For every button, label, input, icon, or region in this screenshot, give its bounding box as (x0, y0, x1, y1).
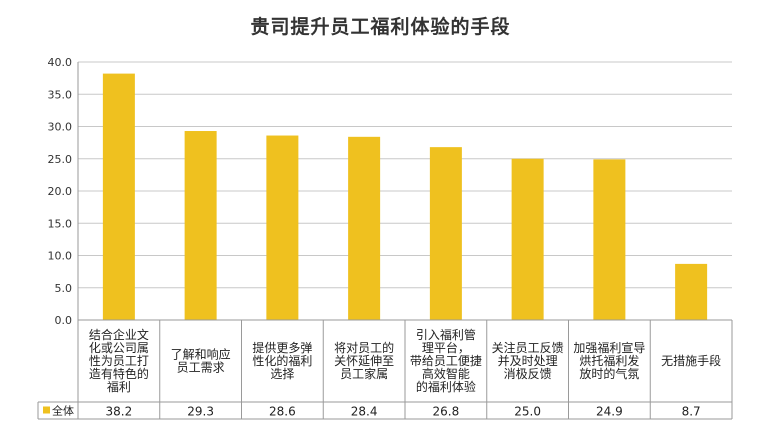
data-label: 38.2 (106, 405, 133, 419)
data-label: 24.9 (596, 405, 623, 419)
category-label: 加强福利宣导烘托福利发放时的气氛 (573, 340, 645, 381)
legend-swatch (43, 406, 50, 414)
data-label: 29.3 (187, 405, 214, 419)
bar (675, 263, 708, 320)
y-tick-label: 25.0 (48, 153, 73, 166)
y-tick-label: 40.0 (48, 56, 73, 69)
y-tick-label: 15.0 (48, 217, 73, 230)
bar (511, 158, 544, 320)
category-label: 将对员工的关怀延伸至员工家属 (334, 340, 394, 381)
y-tick-label: 20.0 (48, 185, 73, 198)
category-label: 无措施手段 (661, 353, 721, 368)
bar (266, 135, 299, 320)
data-label: 28.4 (351, 405, 378, 419)
bar (348, 136, 381, 320)
category-label: 引入福利管理平台，带给员工便捷高效智能的福利体验 (410, 327, 482, 394)
data-label: 26.8 (433, 405, 460, 419)
y-tick-label: 35.0 (48, 88, 73, 101)
bar (102, 73, 135, 320)
bar (184, 131, 217, 320)
category-label: 结合企业文化或公司属性为员工打造有特色的福利 (89, 327, 149, 394)
category-label: 关注员工反馈并及时处理消极反馈 (492, 340, 564, 381)
y-tick-label: 30.0 (48, 121, 73, 134)
bar (429, 147, 462, 320)
y-tick-label: 10.0 (48, 250, 73, 263)
data-label: 25.0 (514, 405, 541, 419)
y-tick-label: 0.0 (55, 314, 73, 327)
legend-label: 全体 (52, 404, 74, 418)
data-label: 28.6 (269, 405, 296, 419)
data-label: 8.7 (682, 405, 701, 419)
chart-title: 贵司提升员工福利体验的手段 (250, 16, 511, 38)
y-tick-label: 5.0 (55, 282, 73, 295)
bar (593, 159, 626, 320)
category-label: 了解和响应员工需求 (171, 347, 231, 375)
category-label: 提供更多弹性化的福利选择 (252, 340, 312, 381)
